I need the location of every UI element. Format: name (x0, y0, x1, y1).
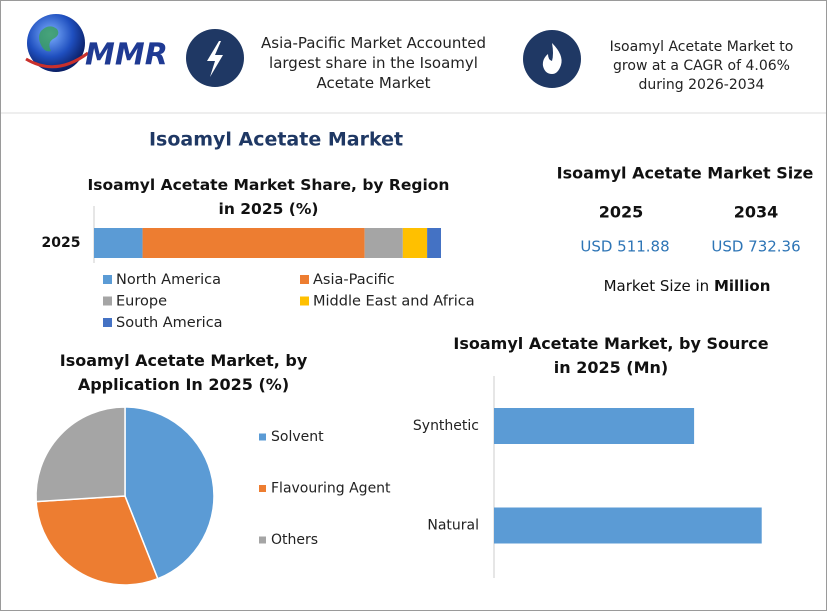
main-title: Isoamyl Acetate Market (149, 129, 403, 151)
pie-slice (124, 406, 215, 580)
icon-flame (523, 30, 581, 88)
pie-slice (35, 406, 126, 503)
logo-text: MMR (85, 38, 168, 73)
bar (494, 507, 762, 544)
chart-title: Isoamyl Acetate Market, by Source in 202… (453, 334, 769, 377)
chart-title: Isoamyl Acetate Market, by Application I… (59, 351, 308, 394)
y-tick-label: Natural (427, 518, 479, 534)
size-note-text: Market Size in (604, 277, 710, 295)
icon-lightning (186, 29, 244, 87)
size-value: USD 511.88 (580, 238, 669, 256)
bar-segment (94, 228, 143, 258)
y-tick-label: Synthetic (413, 418, 479, 434)
legend-label: Europe (116, 294, 167, 310)
size-year: 2034 (734, 203, 779, 222)
legend-label: South America (116, 315, 223, 331)
bar-segment (402, 228, 428, 258)
legend-swatch (103, 318, 112, 327)
bar-segment (364, 228, 403, 258)
legend-label: Others (271, 532, 318, 548)
bar-segment (427, 228, 441, 258)
legend-swatch (259, 433, 266, 441)
legend-swatch (103, 275, 112, 284)
size-value: USD 732.36 (711, 238, 800, 256)
size-title: Isoamyl Acetate Market Size (557, 164, 814, 183)
y-tick-label: 2025 (42, 235, 81, 251)
size-year: 2025 (599, 203, 644, 222)
bar-segment (142, 228, 365, 258)
size-note: Market Size in Million (604, 277, 771, 295)
legend-label: Asia-Pacific (313, 272, 395, 288)
legend-label: Flavouring Agent (271, 481, 391, 497)
header-note: Asia-Pacific Market Accounted largest sh… (261, 34, 486, 92)
legend-swatch (259, 536, 266, 544)
logo-globe (25, 14, 89, 72)
header-note: Isoamyl Acetate Market to grow at a CAGR… (609, 39, 794, 93)
legend-label: North America (116, 272, 221, 288)
pie-slice (35, 495, 159, 586)
legend-swatch (300, 296, 309, 306)
bar (494, 408, 695, 444)
legend-label: Solvent (271, 429, 324, 445)
legend-swatch (300, 275, 309, 284)
legend-label: Middle East and Africa (313, 294, 475, 310)
legend-swatch (103, 296, 112, 306)
chart-title: Isoamyl Acetate Market Share, by Region … (87, 176, 450, 218)
size-note-unit: Million (714, 277, 770, 295)
legend-swatch (259, 485, 266, 492)
